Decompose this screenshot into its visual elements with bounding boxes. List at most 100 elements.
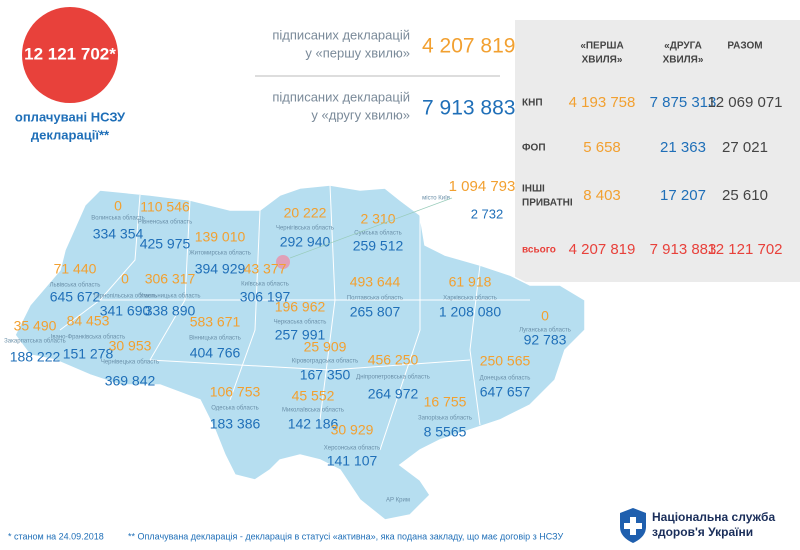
table-cell: 7 913 883 xyxy=(650,241,717,258)
column-header: ХВИЛЯ» xyxy=(663,55,704,66)
region-second: 141 107 xyxy=(327,453,378,469)
region-second: 292 940 xyxy=(280,234,331,250)
region-second: 2 732 xyxy=(471,206,504,221)
column-header: ХВИЛЯ» xyxy=(582,55,623,66)
region-second: 167 350 xyxy=(300,367,351,383)
region-second: 404 766 xyxy=(190,345,241,361)
region-second: 188 222 xyxy=(10,349,61,365)
region-name: Волинська область xyxy=(91,216,144,222)
region-name: Тернопільська область xyxy=(93,294,157,300)
wave-caption: підписаних декларацій xyxy=(272,27,410,42)
region-first: 493 644 xyxy=(350,274,401,290)
leader xyxy=(289,197,453,259)
region-second: 341 690 xyxy=(100,303,151,319)
total-caption: декларації** xyxy=(31,127,110,142)
region-first: 456 250 xyxy=(368,352,419,368)
region-name: Дніпропетровська область xyxy=(356,375,430,381)
region-name: Чернівецька область xyxy=(101,360,159,366)
region-second: 334 354 xyxy=(93,226,144,242)
region-name: Херсонська область xyxy=(324,446,381,452)
region-borders xyxy=(59,184,530,451)
region-name: Закарпатська область xyxy=(4,339,66,345)
row-label: КНП xyxy=(522,98,543,109)
region-second: 647 657 xyxy=(480,384,531,400)
logo-text: Національна служба xyxy=(652,510,775,524)
wave-caption: у «першу хвилю» xyxy=(305,45,410,60)
region-name: Сумська область xyxy=(354,231,402,237)
wave-caption: у «другу хвилю» xyxy=(311,107,410,122)
total-value: 12 121 702* xyxy=(24,44,116,63)
row-label: ІНШІ xyxy=(522,184,545,195)
region-second: 425 975 xyxy=(140,236,191,252)
region-first: 0 xyxy=(121,271,129,287)
column-header: «ДРУГА xyxy=(664,41,702,52)
wave-value: 7 913 883 xyxy=(422,97,515,120)
crimea-label: АР Крим xyxy=(386,498,410,504)
region-first: 2 310 xyxy=(360,211,395,227)
region-name: Рівненська область xyxy=(138,220,193,226)
region-first: 110 546 xyxy=(140,199,190,215)
region-name: Хмельницька область xyxy=(139,294,200,300)
region-first: 45 552 xyxy=(292,388,335,404)
table-cell: 17 207 xyxy=(660,187,706,204)
region-first: 306 317 xyxy=(145,271,196,287)
region-second: 306 197 xyxy=(240,289,291,305)
region-name: Львівська область xyxy=(50,283,101,289)
region-first: 583 671 xyxy=(190,314,241,330)
region-name: Запорізька область xyxy=(418,416,472,422)
region-name: Луганська область xyxy=(519,328,571,334)
region-name: Чернігівська область xyxy=(276,226,334,232)
region-name: Донецька область xyxy=(480,376,531,382)
table-panel xyxy=(515,20,800,282)
table-cell: 21 363 xyxy=(660,139,706,156)
column-header: «ПЕРША xyxy=(580,41,623,52)
region-name: Житомирська область xyxy=(189,251,251,257)
table-cell: 4 207 819 xyxy=(569,241,636,258)
region-first: 71 440 xyxy=(54,261,97,277)
region-second: 92 783 xyxy=(524,332,567,348)
region-name: Івано-Франківська область xyxy=(51,335,126,341)
region-name: Кіровоградська область xyxy=(292,359,358,365)
region-first: 0 xyxy=(541,308,549,324)
region-name: Полтавська область xyxy=(347,296,403,302)
region-first: 25 909 xyxy=(304,339,347,355)
kyiv-marker xyxy=(276,255,290,269)
region-first: 84 453 xyxy=(67,313,110,329)
region-second: 265 807 xyxy=(350,304,401,320)
region-second: 645 672 xyxy=(50,289,101,305)
footnote: * станом на 24.09.2018 xyxy=(8,531,104,541)
region-name: Київська область xyxy=(241,282,289,288)
region-second: 338 890 xyxy=(145,303,196,319)
region-first: 250 565 xyxy=(480,353,531,369)
logo-cross xyxy=(624,517,642,535)
region-first: 0 xyxy=(114,198,122,214)
region-second: 151 278 xyxy=(63,346,114,362)
footnote: ** Оплачувана декларація - декларація в … xyxy=(128,531,563,541)
region-second: 264 972 xyxy=(368,386,419,402)
region-first: 139 010 xyxy=(195,229,246,245)
total-caption: оплачувані НСЗУ xyxy=(15,109,126,124)
region-second: 183 386 xyxy=(210,416,261,432)
region-second: 257 991 xyxy=(275,327,326,343)
region-name: Одеська область xyxy=(211,406,258,412)
region-name: місто Київ xyxy=(422,196,450,202)
region-second: 142 186 xyxy=(288,416,339,432)
row-label: ФОП xyxy=(522,143,546,154)
region-second: 394 929 xyxy=(195,261,246,277)
table-cell: 12 121 702 xyxy=(707,241,782,258)
region-first: 35 490 xyxy=(14,318,57,334)
region-first: 106 753 xyxy=(210,384,261,400)
wave-value: 4 207 819 xyxy=(422,35,515,58)
map xyxy=(14,184,586,521)
region-second: 8 5565 xyxy=(424,424,467,440)
region-first: 196 962 xyxy=(275,299,326,315)
region-first: 30 953 xyxy=(109,338,152,354)
region-second: 259 512 xyxy=(353,238,404,254)
region-second: 1 208 080 xyxy=(439,304,501,320)
region-name: Харківська область xyxy=(443,296,497,302)
total-circle xyxy=(22,7,118,103)
region-first: 1 094 793 xyxy=(449,178,516,195)
column-header: РАЗОМ xyxy=(727,41,762,52)
region-name: Миколаївська область xyxy=(282,408,344,414)
